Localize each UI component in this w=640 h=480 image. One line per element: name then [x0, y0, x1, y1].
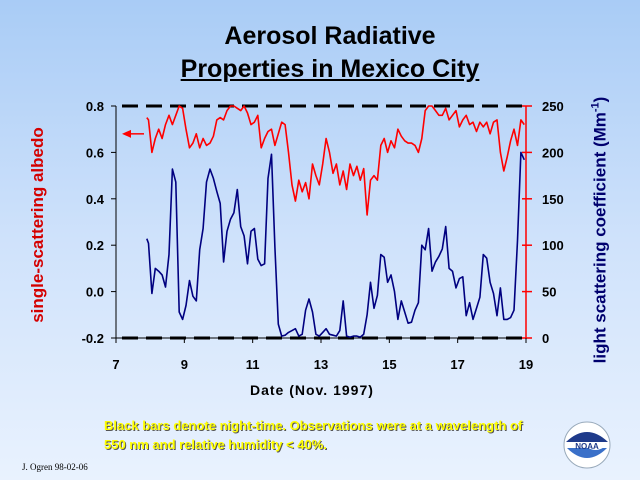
footnote: Black bars denote night-time. Observatio… — [104, 418, 523, 452]
x-tick-label: 9 — [181, 357, 188, 372]
y-right-tick-label: 100 — [542, 238, 564, 253]
y-left-tick-label: 0.6 — [86, 145, 104, 160]
y-axis-right-label-end: ) — [590, 96, 610, 103]
y-axis-right-label-sup: -1 — [589, 102, 602, 113]
y-left-tick-label: 0.2 — [86, 238, 104, 253]
chart-title-line2: Properties in Mexico City — [180, 55, 480, 83]
y-left-tick-label: 0.4 — [86, 192, 105, 207]
x-tick-label: 13 — [314, 357, 328, 372]
y-right-tick-label: 150 — [542, 192, 564, 207]
y-axis-right-label: light scattering coefficient (Mm-1) — [590, 97, 611, 364]
credit: J. Ogren 98-02-06 — [22, 462, 88, 472]
noaa-logo: NOAA — [563, 421, 611, 469]
y-right-tick-label: 0 — [542, 331, 549, 346]
albedo-series-line — [146, 105, 525, 216]
y-axis-left-label: single-scattering albedo — [28, 127, 47, 323]
x-tick-label: 7 — [112, 357, 119, 372]
albedo-axis-arrow-head — [122, 129, 131, 138]
x-tick-label: 11 — [246, 357, 260, 372]
y-right-tick-label: 50 — [542, 285, 556, 300]
x-axis-label: Date (Nov. 1997) — [250, 382, 374, 398]
y-right-tick-label: 250 — [542, 99, 564, 114]
x-tick-label: 17 — [450, 357, 464, 372]
y-axis-right-label-main: light scattering coefficient (Mm — [590, 112, 610, 364]
y-left-tick-label: 0.0 — [86, 285, 104, 300]
y-left-tick-label: -0.2 — [82, 331, 104, 346]
scattering-series-line — [146, 151, 526, 338]
x-tick-label: 19 — [519, 357, 533, 372]
y-left-tick-label: 0.8 — [86, 99, 104, 114]
x-tick-label: 15 — [382, 357, 396, 372]
y-right-tick-label: 200 — [542, 145, 564, 160]
logo-text: NOAA — [575, 442, 599, 451]
chart-title-line1: Aerosol Radiative — [224, 22, 436, 50]
